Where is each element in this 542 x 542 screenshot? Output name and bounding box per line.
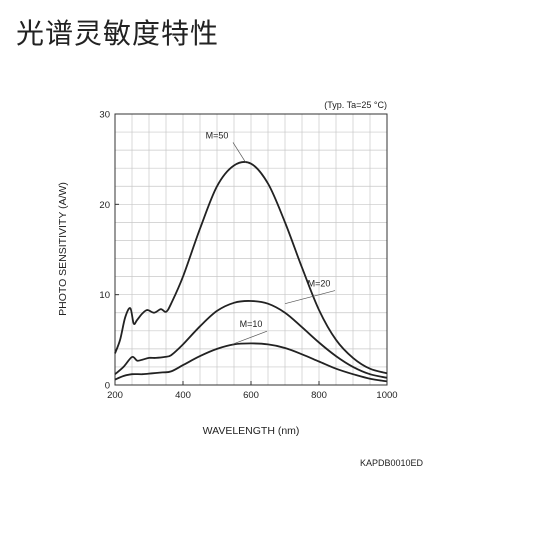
series-line-m20 — [114, 300, 388, 379]
x-tick-label: 1000 — [376, 390, 397, 401]
chart-ticks: 200 400 600 800 1000 0 10 20 30 — [99, 110, 397, 402]
x-tick-label: 400 — [175, 390, 191, 401]
y-tick-label: 10 — [99, 290, 110, 301]
series-line-m50 — [114, 161, 388, 375]
y-tick-label: 30 — [99, 110, 110, 121]
curve-label: M=10 — [240, 319, 263, 329]
curve-label: M=20 — [308, 279, 331, 289]
y-tick-label: 0 — [105, 381, 110, 392]
page-title: 光谱灵敏度特性 — [16, 17, 220, 50]
curve-label-leader — [284, 290, 336, 305]
x-tick-label: 600 — [243, 390, 259, 401]
x-axis-title: WAVELENGTH (nm) — [203, 425, 300, 437]
condition-note: (Typ. Ta=25 °C) — [324, 100, 387, 110]
series-line-m10 — [114, 342, 388, 383]
chart-grid — [115, 114, 387, 385]
curve-label: M=50 — [206, 130, 229, 140]
y-tick-label: 20 — [99, 200, 110, 211]
chart-annotations: M=50 M=20 M=10 — [206, 130, 336, 345]
y-axis-title: PHOTO SENSITIVITY (A/W) — [57, 182, 69, 316]
chart-series — [114, 161, 388, 383]
x-tick-label: 800 — [311, 390, 327, 401]
x-tick-label: 200 — [107, 390, 123, 401]
curve-label-leader — [232, 330, 268, 345]
curve-label-leader — [232, 142, 247, 163]
chart-code: KAPDB0010ED — [360, 458, 424, 468]
